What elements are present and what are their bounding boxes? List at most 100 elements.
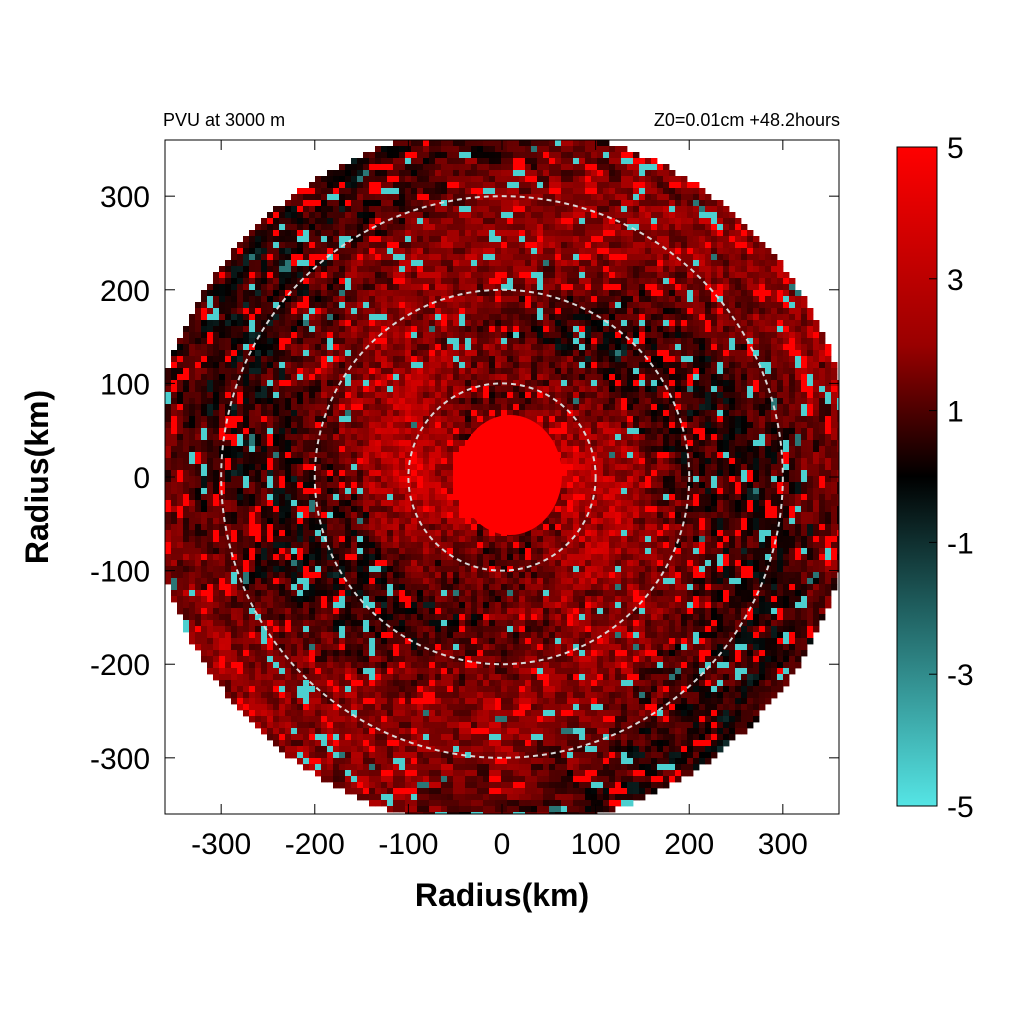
pv-cell: [417, 140, 424, 147]
pv-cell: [405, 350, 412, 357]
pv-cell: [417, 212, 424, 219]
pv-cell: [759, 260, 766, 267]
pv-cell: [177, 398, 184, 405]
pv-cell: [513, 266, 520, 273]
pv-cell: [651, 326, 658, 333]
pv-cell: [813, 392, 820, 399]
pv-cell: [489, 218, 496, 225]
pv-cell: [345, 266, 352, 273]
pv-cell: [363, 230, 370, 237]
pv-cell: [759, 350, 766, 357]
pv-cell: [219, 362, 226, 369]
pv-cell: [273, 368, 280, 375]
pv-cell: [429, 200, 436, 207]
pv-cell: [501, 326, 508, 333]
pv-cell: [549, 428, 556, 435]
pv-cell: [747, 392, 754, 399]
pv-cell: [351, 260, 358, 267]
pv-cell: [381, 200, 388, 207]
pv-cell: [393, 416, 400, 423]
pv-cell: [609, 230, 616, 237]
pv-cell: [801, 446, 808, 453]
pv-cell: [735, 332, 742, 339]
pv-cell: [195, 356, 202, 363]
pv-cell: [609, 338, 616, 345]
pv-cell: [531, 254, 538, 261]
pv-cell: [825, 428, 832, 435]
pv-cell: [747, 386, 754, 393]
pv-cell: [615, 224, 622, 231]
pv-cell: [183, 356, 190, 363]
pv-cell: [405, 206, 412, 213]
pv-cell: [651, 266, 658, 273]
pv-cell: [591, 224, 598, 231]
pv-cell: [753, 236, 760, 243]
pv-cell: [507, 272, 514, 279]
pv-cell: [519, 362, 526, 369]
pv-cell: [405, 236, 412, 243]
pv-cell: [495, 224, 502, 231]
pv-cell: [567, 416, 574, 423]
pv-cell: [537, 272, 544, 279]
pv-cell: [543, 158, 550, 165]
pv-cell: [357, 416, 364, 423]
pv-cell: [435, 164, 442, 171]
pv-cell: [321, 386, 328, 393]
pv-cell: [561, 368, 568, 375]
pv-cell: [525, 404, 532, 411]
pv-cell: [387, 332, 394, 339]
pv-cell: [333, 170, 340, 177]
pv-cell: [483, 200, 490, 207]
pv-cell: [285, 404, 292, 411]
pv-cell: [447, 242, 454, 249]
pv-cell: [435, 266, 442, 273]
pv-cell: [765, 290, 772, 297]
pv-cell: [627, 452, 634, 459]
pv-cell: [627, 242, 634, 249]
pv-cell: [441, 320, 448, 327]
pv-cell: [477, 236, 484, 243]
pv-cell: [537, 158, 544, 165]
pv-cell: [627, 422, 634, 429]
pv-cell: [501, 332, 508, 339]
pv-cell: [339, 344, 346, 351]
pv-cell: [687, 206, 694, 213]
pv-cell: [639, 314, 646, 321]
pv-cell: [669, 416, 676, 423]
pv-cell: [831, 434, 838, 441]
pv-cell: [615, 356, 622, 363]
pv-cell: [651, 350, 658, 357]
pv-cell: [615, 386, 622, 393]
pv-cell: [543, 248, 550, 255]
pv-cell: [753, 386, 760, 393]
pv-cell: [213, 350, 220, 357]
pv-cell: [627, 188, 634, 195]
pv-cell: [345, 428, 352, 435]
pv-cell: [567, 398, 574, 405]
pv-cell: [777, 278, 784, 285]
pv-cell: [675, 362, 682, 369]
pv-cell: [465, 404, 472, 411]
pv-cell: [537, 140, 544, 147]
pv-cell: [441, 164, 448, 171]
pv-cell: [333, 392, 340, 399]
pv-cell: [411, 356, 418, 363]
pv-cell: [627, 200, 634, 207]
pv-cell: [471, 182, 478, 189]
pv-cell: [411, 350, 418, 357]
pv-cell: [603, 224, 610, 231]
pv-cell: [339, 164, 346, 171]
pv-cell: [771, 416, 778, 423]
pv-cell: [207, 314, 214, 321]
pv-cell: [603, 386, 610, 393]
pv-cell: [339, 170, 346, 177]
pv-cell: [543, 212, 550, 219]
pv-cell: [393, 386, 400, 393]
pv-cell: [321, 350, 328, 357]
pv-cell: [645, 290, 652, 297]
pv-cell: [579, 230, 586, 237]
pv-cell: [669, 236, 676, 243]
pv-cell: [471, 194, 478, 201]
pv-cell: [609, 404, 616, 411]
pv-cell: [549, 284, 556, 291]
